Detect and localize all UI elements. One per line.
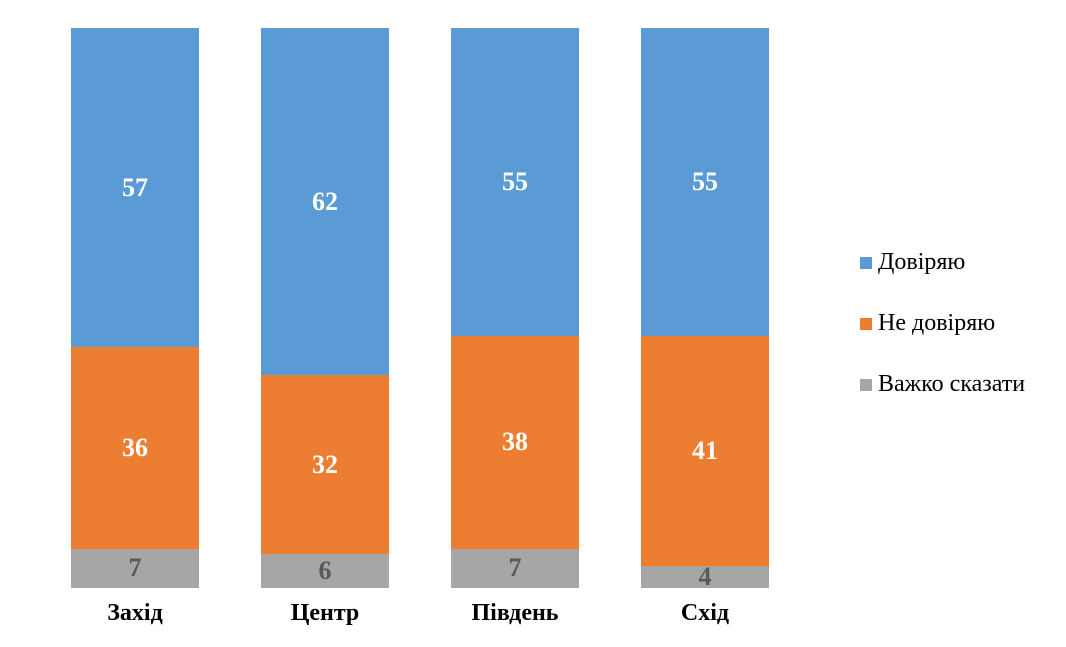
legend: Довіряю Не довіряю Важко сказати <box>810 249 1026 398</box>
stacked-bar: 73855 <box>451 28 579 588</box>
legend-swatch-icon <box>860 257 872 269</box>
x-axis-label: Центр <box>243 600 408 627</box>
bar-segment-trust: 55 <box>451 28 579 336</box>
stacked-bar: 63262 <box>261 28 389 588</box>
bars-row: 73657632627385544155 <box>30 20 810 588</box>
legend-swatch-icon <box>860 318 872 330</box>
bar-segment-trust: 55 <box>641 28 769 336</box>
x-axis-labels: Захід Центр Південь Схід <box>30 588 810 627</box>
legend-label: Довіряю <box>878 249 965 276</box>
bar-segment-distrust: 38 <box>451 336 579 549</box>
bar-segment-distrust: 41 <box>641 336 769 566</box>
stacked-bar: 73657 <box>71 28 199 588</box>
bar-column: 63262 <box>243 28 408 588</box>
legend-label: Важко сказати <box>878 371 1025 398</box>
legend-label: Не довіряю <box>878 310 995 337</box>
legend-swatch-icon <box>860 379 872 391</box>
bar-segment-hard_to_say: 4 <box>641 566 769 588</box>
bar-segment-trust: 57 <box>71 28 199 347</box>
legend-item-trust: Довіряю <box>860 249 1026 276</box>
bar-segment-distrust: 36 <box>71 347 199 549</box>
bar-segment-hard_to_say: 7 <box>71 549 199 588</box>
x-axis-label: Південь <box>433 600 598 627</box>
bar-segment-trust: 62 <box>261 28 389 375</box>
bar-segment-hard_to_say: 7 <box>451 549 579 588</box>
plot-area: 73657632627385544155 ЗахідЦентрПівденьСх… <box>30 20 810 627</box>
x-axis-label: Схід <box>623 600 788 627</box>
legend-item-distrust: Не довіряю <box>860 310 1026 337</box>
stacked-bar: 44155 <box>641 28 769 588</box>
trust-by-region-chart: 73657632627385544155 ЗахідЦентрПівденьСх… <box>0 0 1066 647</box>
bar-segment-hard_to_say: 6 <box>261 554 389 588</box>
bar-segment-distrust: 32 <box>261 375 389 554</box>
bar-column: 73657 <box>53 28 218 588</box>
bar-column: 44155 <box>623 28 788 588</box>
bar-column: 73855 <box>433 28 598 588</box>
x-axis-label: Захід <box>53 600 218 627</box>
legend-item-hard_to_say: Важко сказати <box>860 371 1026 398</box>
